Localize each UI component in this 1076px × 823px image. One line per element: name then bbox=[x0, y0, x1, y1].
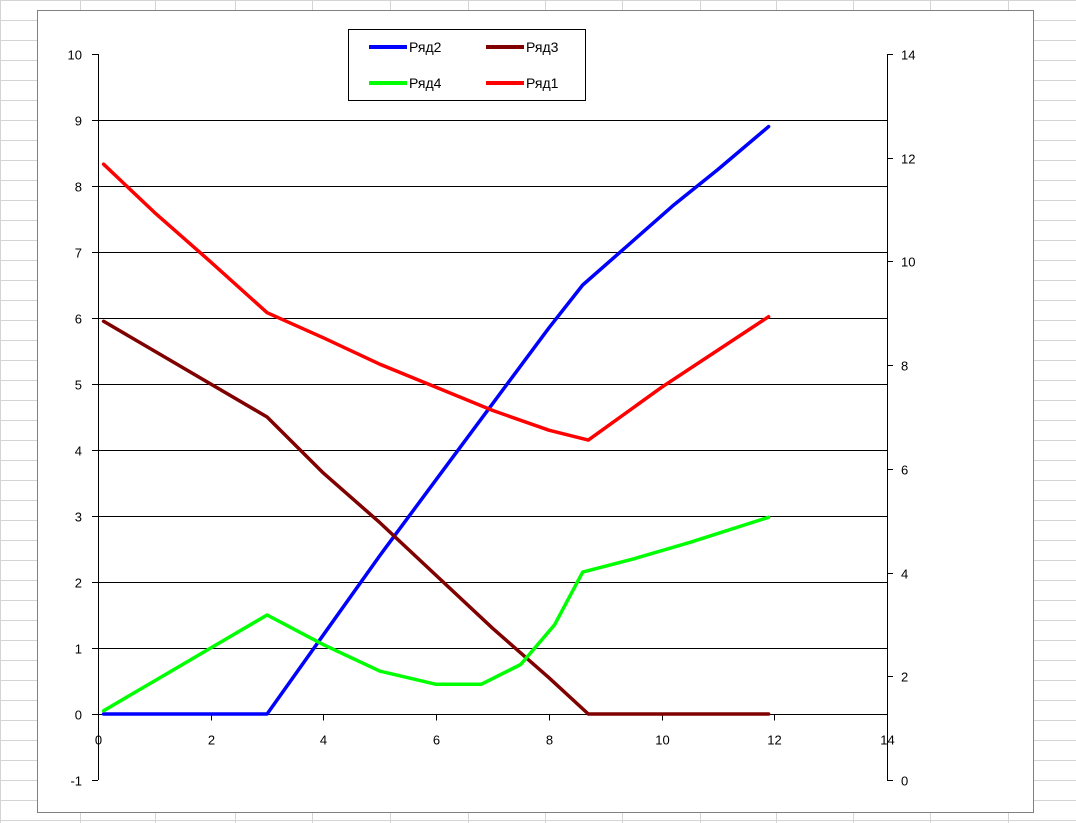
series-lines bbox=[101, 124, 771, 716]
left-tick-label--1: -1 bbox=[70, 774, 82, 789]
right-tick-label-2: 2 bbox=[901, 670, 908, 685]
left-tick-label-9: 9 bbox=[75, 114, 82, 129]
left-tick-label-4: 4 bbox=[75, 444, 82, 459]
right-tick-label-4: 4 bbox=[901, 567, 908, 582]
legend-swatch-ryad2 bbox=[369, 45, 407, 49]
x-tick-label-2: 2 bbox=[208, 733, 215, 748]
left-tick-label-0: 0 bbox=[75, 708, 82, 723]
right-tick-label-14: 14 bbox=[901, 48, 915, 63]
left-tick-label-6: 6 bbox=[75, 312, 82, 327]
legend-label-ryad1: Ряд1 bbox=[526, 75, 559, 91]
legend-item-ryad3: Ряд3 bbox=[486, 37, 558, 57]
series-line-2[interactable] bbox=[101, 319, 771, 716]
legend-swatch-ryad3 bbox=[486, 45, 524, 49]
series-line-3[interactable] bbox=[101, 515, 771, 713]
gridlines bbox=[98, 120, 887, 715]
x-tick-label-6: 6 bbox=[433, 733, 440, 748]
x-tick-label-14: 14 bbox=[880, 733, 894, 748]
legend-item-ryad1: Ряд1 bbox=[486, 73, 558, 93]
left-tick-label-8: 8 bbox=[75, 180, 82, 195]
right-tick-label-10: 10 bbox=[901, 255, 915, 270]
legend-item-ryad2: Ряд2 bbox=[369, 37, 441, 57]
legend-label-ryad4: Ряд4 bbox=[409, 75, 442, 91]
x-tick-label-8: 8 bbox=[546, 733, 553, 748]
x-tick-label-0: 0 bbox=[95, 733, 102, 748]
left-tick-label-1: 1 bbox=[75, 642, 82, 657]
left-tick-label-7: 7 bbox=[75, 246, 82, 261]
chart-area[interactable]: -1 0 1 2 3 4 5 6 7 8 9 10 0 2 4 6 8 10 12 14 0 2 4 6 8 10 12 14 bbox=[37, 10, 1034, 813]
legend-label-ryad2: Ряд2 bbox=[409, 39, 442, 55]
left-tick-label-2: 2 bbox=[75, 576, 82, 591]
legend-swatch-ryad1 bbox=[486, 81, 524, 85]
left-tick-label-10: 10 bbox=[68, 48, 82, 63]
series-line-1[interactable] bbox=[101, 124, 771, 716]
right-tick-label-12: 12 bbox=[901, 152, 915, 167]
right-tick-label-8: 8 bbox=[901, 359, 908, 374]
legend-item-ryad4: Ряд4 bbox=[369, 73, 441, 93]
x-tick-label-12: 12 bbox=[767, 733, 781, 748]
x-tick-label-4: 4 bbox=[320, 733, 327, 748]
legend[interactable]: Ряд2 Ряд3 Ряд4 Ряд1 bbox=[348, 29, 586, 101]
left-tick-label-3: 3 bbox=[75, 510, 82, 525]
left-tick-label-5: 5 bbox=[75, 378, 82, 393]
x-tick-label-10: 10 bbox=[655, 733, 669, 748]
right-tick-label-0: 0 bbox=[901, 774, 908, 789]
right-tick-label-6: 6 bbox=[901, 463, 908, 478]
series-line-4[interactable] bbox=[101, 162, 771, 442]
legend-label-ryad3: Ряд3 bbox=[526, 39, 559, 55]
legend-swatch-ryad4 bbox=[369, 81, 407, 85]
